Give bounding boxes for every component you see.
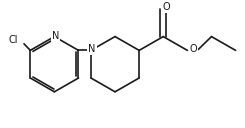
Text: N: N bbox=[88, 44, 96, 54]
Text: O: O bbox=[190, 44, 197, 54]
Text: O: O bbox=[162, 2, 170, 12]
Text: N: N bbox=[52, 31, 59, 41]
Text: Cl: Cl bbox=[8, 35, 18, 45]
